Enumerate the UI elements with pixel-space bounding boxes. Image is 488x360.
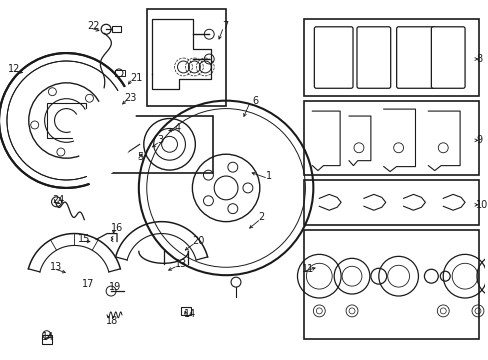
- Text: 1: 1: [265, 171, 271, 181]
- Text: 23: 23: [123, 93, 136, 103]
- Text: 13: 13: [49, 262, 61, 272]
- Text: 12: 12: [8, 64, 20, 74]
- Text: 15: 15: [78, 234, 91, 244]
- Text: 20: 20: [192, 237, 204, 247]
- Bar: [46, 103, 86, 138]
- Text: 9: 9: [475, 135, 481, 145]
- Bar: [304, 230, 478, 339]
- FancyBboxPatch shape: [430, 27, 464, 88]
- Text: 4: 4: [174, 123, 180, 134]
- Wedge shape: [66, 86, 136, 186]
- Bar: [41, 335, 51, 343]
- Bar: [90, 116, 213, 173]
- Text: 22: 22: [87, 21, 100, 31]
- Bar: [115, 70, 125, 76]
- Text: 24: 24: [52, 195, 65, 205]
- Bar: [304, 101, 478, 175]
- Text: 2: 2: [257, 212, 264, 222]
- Text: 17: 17: [82, 279, 95, 289]
- Bar: [304, 19, 478, 96]
- Text: 3: 3: [157, 135, 163, 145]
- Text: 18: 18: [106, 316, 118, 326]
- FancyBboxPatch shape: [314, 27, 352, 88]
- Text: 10: 10: [475, 200, 487, 210]
- Text: 14: 14: [184, 309, 196, 319]
- Bar: [181, 307, 191, 315]
- Text: 6: 6: [252, 96, 259, 106]
- Bar: [146, 9, 225, 105]
- Text: 7: 7: [222, 21, 228, 31]
- FancyBboxPatch shape: [356, 27, 390, 88]
- Text: 14: 14: [41, 332, 54, 342]
- Text: 21: 21: [130, 73, 142, 83]
- Text: 8: 8: [475, 54, 481, 64]
- Bar: [112, 26, 121, 32]
- Text: 5: 5: [137, 152, 143, 162]
- Text: 19: 19: [109, 282, 121, 292]
- Text: 11: 11: [302, 264, 314, 274]
- Text: 16: 16: [111, 222, 123, 233]
- Text: 13: 13: [174, 259, 186, 269]
- FancyBboxPatch shape: [396, 27, 434, 88]
- Bar: [304, 180, 478, 225]
